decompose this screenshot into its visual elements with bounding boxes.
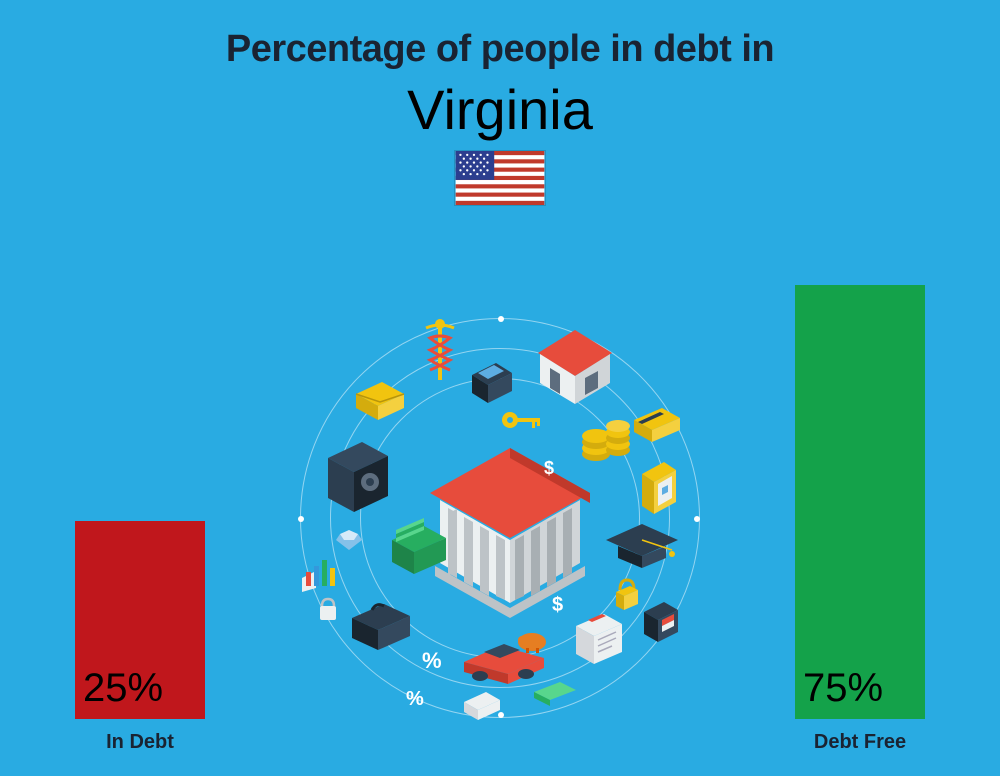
orbit-dot <box>694 516 700 522</box>
safe-icon <box>322 438 394 516</box>
cash-icon <box>530 680 580 708</box>
finance-illustration: % % $ $ <box>290 308 710 728</box>
location-subtitle: Virginia <box>0 77 1000 142</box>
phone-icon <box>636 458 682 518</box>
bar-in-debt-label: In Debt <box>62 731 218 754</box>
bar-debt-free-group: 75% Debt Free <box>782 285 938 754</box>
chart-icon <box>298 548 348 592</box>
percent-symbol: % <box>406 688 424 711</box>
chart-area: 25% In Debt 75% Debt Free <box>0 236 1000 776</box>
gradcap-icon <box>600 520 684 574</box>
bar-debt-free-label: Debt Free <box>782 731 938 754</box>
house-icon <box>530 328 620 408</box>
document-icon <box>460 690 504 724</box>
envelope-icon <box>352 380 408 422</box>
orbit-dot <box>298 516 304 522</box>
briefcase-icon <box>344 598 418 654</box>
clipboard-icon <box>568 608 630 668</box>
bar-in-debt-group: 25% In Debt <box>62 521 218 754</box>
caduceus-icon <box>420 316 460 386</box>
padlock-icon <box>316 596 340 624</box>
key-icon <box>500 408 544 432</box>
dollar-symbol: $ <box>544 458 554 479</box>
bar-in-debt: 25% <box>75 521 205 719</box>
bar-debt-free: 75% <box>795 285 925 719</box>
calculator-icon <box>468 363 516 405</box>
lock-icon <box>612 576 642 612</box>
piggy-icon <box>514 626 550 654</box>
percent-symbol: % <box>422 648 442 674</box>
card-icon <box>630 406 684 446</box>
main-title: Percentage of people in debt in <box>0 0 1000 71</box>
calculator-icon <box>640 598 682 646</box>
us-flag-icon <box>454 150 546 206</box>
coins-icon <box>578 408 634 464</box>
bar-debt-free-value: 75% <box>803 666 883 711</box>
dollar-symbol: $ <box>552 594 563 617</box>
cash-icon <box>384 516 454 580</box>
bar-in-debt-value: 25% <box>83 666 163 711</box>
orbit-dot <box>498 316 504 322</box>
